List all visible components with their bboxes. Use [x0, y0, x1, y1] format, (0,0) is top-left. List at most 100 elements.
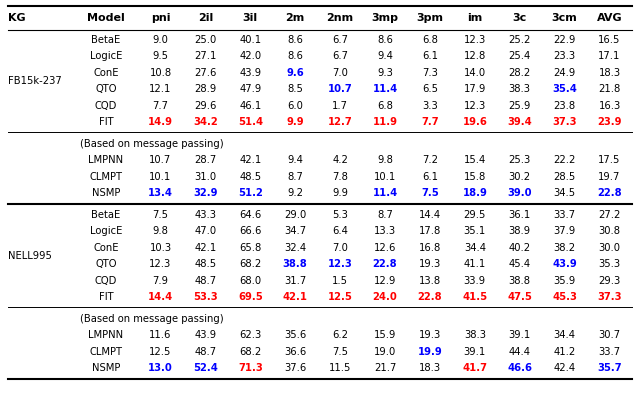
Text: 9.2: 9.2	[287, 188, 303, 198]
Text: 28.9: 28.9	[194, 84, 216, 94]
Text: 6.5: 6.5	[422, 84, 438, 94]
Text: 6.0: 6.0	[287, 101, 303, 111]
Text: 9.5: 9.5	[152, 51, 168, 61]
Text: 7.9: 7.9	[152, 276, 168, 286]
Text: 68.2: 68.2	[239, 347, 261, 357]
Text: 23.9: 23.9	[597, 117, 622, 127]
Text: 3pm: 3pm	[417, 13, 444, 23]
Text: 22.8: 22.8	[597, 188, 622, 198]
Text: 11.9: 11.9	[372, 117, 397, 127]
Text: 41.7: 41.7	[462, 363, 487, 373]
Text: 7.0: 7.0	[332, 68, 348, 78]
Text: 30.0: 30.0	[598, 243, 621, 253]
Text: 47.0: 47.0	[195, 226, 216, 236]
Text: 46.6: 46.6	[508, 363, 532, 373]
Text: 17.5: 17.5	[598, 155, 621, 165]
Text: 10.7: 10.7	[328, 84, 353, 94]
Text: 9.0: 9.0	[152, 35, 168, 45]
Text: 9.8: 9.8	[377, 155, 393, 165]
Text: 43.3: 43.3	[195, 210, 216, 220]
Text: 51.4: 51.4	[237, 117, 263, 127]
Text: 21.7: 21.7	[374, 363, 396, 373]
Text: AVG: AVG	[596, 13, 622, 23]
Text: 10.1: 10.1	[149, 172, 172, 182]
Text: 10.8: 10.8	[149, 68, 172, 78]
Text: 48.5: 48.5	[239, 172, 261, 182]
Text: 42.1: 42.1	[239, 155, 261, 165]
Text: 11.6: 11.6	[149, 330, 172, 340]
Text: 15.8: 15.8	[464, 172, 486, 182]
Text: 19.6: 19.6	[462, 117, 487, 127]
Text: NSMP: NSMP	[92, 363, 120, 373]
Text: 53.3: 53.3	[193, 292, 218, 302]
Text: 18.3: 18.3	[419, 363, 441, 373]
Text: 68.0: 68.0	[239, 276, 261, 286]
Text: 9.3: 9.3	[377, 68, 393, 78]
Text: 6.8: 6.8	[377, 101, 393, 111]
Text: 14.4: 14.4	[148, 292, 173, 302]
Text: 35.6: 35.6	[284, 330, 307, 340]
Text: LogicE: LogicE	[90, 226, 122, 236]
Text: 69.5: 69.5	[238, 292, 262, 302]
Text: 6.1: 6.1	[422, 51, 438, 61]
Text: NELL995: NELL995	[8, 251, 52, 261]
Text: 43.9: 43.9	[552, 259, 577, 269]
Text: 9.9: 9.9	[332, 188, 348, 198]
Text: 17.1: 17.1	[598, 51, 621, 61]
Text: 34.4: 34.4	[554, 330, 575, 340]
Text: 10.7: 10.7	[149, 155, 172, 165]
Text: 7.8: 7.8	[332, 172, 348, 182]
Text: 47.5: 47.5	[508, 292, 532, 302]
Text: 23.8: 23.8	[554, 101, 576, 111]
Text: 42.4: 42.4	[554, 363, 576, 373]
Text: 28.7: 28.7	[194, 155, 216, 165]
Text: 34.2: 34.2	[193, 117, 218, 127]
Text: KG: KG	[8, 13, 26, 23]
Text: 25.4: 25.4	[509, 51, 531, 61]
Text: LMPNN: LMPNN	[88, 330, 124, 340]
Text: 37.6: 37.6	[284, 363, 307, 373]
Text: 23.3: 23.3	[554, 51, 576, 61]
Text: 39.1: 39.1	[464, 347, 486, 357]
Text: 42.1: 42.1	[283, 292, 308, 302]
Text: 6.8: 6.8	[422, 35, 438, 45]
Text: 19.7: 19.7	[598, 172, 621, 182]
Text: 8.5: 8.5	[287, 84, 303, 94]
Text: 1.7: 1.7	[332, 101, 348, 111]
Text: 7.5: 7.5	[152, 210, 168, 220]
Text: BetaE: BetaE	[92, 210, 120, 220]
Text: 45.3: 45.3	[552, 292, 577, 302]
Text: 12.8: 12.8	[464, 51, 486, 61]
Text: 48.7: 48.7	[195, 347, 216, 357]
Text: CQD: CQD	[95, 276, 117, 286]
Text: 13.4: 13.4	[148, 188, 173, 198]
Text: (Based on message passing): (Based on message passing)	[80, 139, 223, 148]
Text: 41.1: 41.1	[464, 259, 486, 269]
Text: 42.0: 42.0	[239, 51, 261, 61]
Text: 19.3: 19.3	[419, 259, 441, 269]
Text: 48.5: 48.5	[195, 259, 216, 269]
Text: 51.2: 51.2	[238, 188, 262, 198]
Text: 68.2: 68.2	[239, 259, 261, 269]
Text: 13.8: 13.8	[419, 276, 441, 286]
Text: 35.4: 35.4	[552, 84, 577, 94]
Text: 35.9: 35.9	[554, 276, 576, 286]
Text: FB15k-237: FB15k-237	[8, 76, 61, 86]
Text: 37.9: 37.9	[554, 226, 576, 236]
Text: 39.4: 39.4	[508, 117, 532, 127]
Text: FIT: FIT	[99, 117, 113, 127]
Text: 43.9: 43.9	[195, 330, 216, 340]
Text: Model: Model	[87, 13, 125, 23]
Text: 64.6: 64.6	[239, 210, 261, 220]
Text: 8.7: 8.7	[377, 210, 393, 220]
Text: 66.6: 66.6	[239, 226, 262, 236]
Text: 39.0: 39.0	[508, 188, 532, 198]
Text: 3cm: 3cm	[552, 13, 577, 23]
Text: 37.3: 37.3	[552, 117, 577, 127]
Text: 29.0: 29.0	[284, 210, 307, 220]
Text: 25.3: 25.3	[509, 155, 531, 165]
Text: 27.1: 27.1	[194, 51, 216, 61]
Text: 33.9: 33.9	[464, 276, 486, 286]
Text: 9.4: 9.4	[377, 51, 393, 61]
Text: 38.3: 38.3	[509, 84, 531, 94]
